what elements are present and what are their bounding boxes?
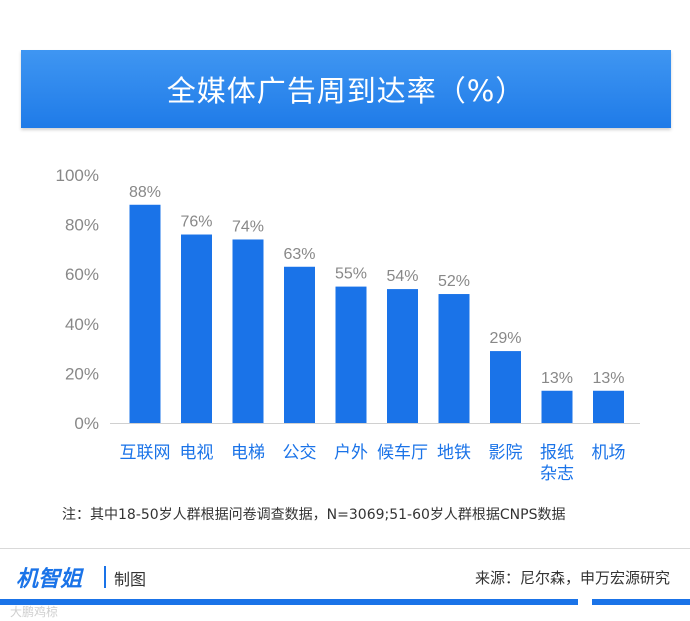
bar-chart: 0% 20% 40% 60% 80% 100% 88% 互联网 76% 电视 74% 电梯 63% 公交 5… [56, 166, 640, 484]
bar-value-label: 88% [129, 184, 161, 201]
bar-value-label: 52% [438, 273, 470, 290]
bar-value-label: 55% [335, 266, 367, 283]
y-tick-label: 100% [56, 166, 99, 185]
bar-value-label: 74% [232, 218, 264, 235]
x-category-label: 机场 [592, 443, 626, 463]
chart-note: 注：其中18-50岁人群根据问卷调查数据，N=3069;51-60岁人群根据CN… [62, 507, 566, 523]
brand-logo: 机智姐 [16, 567, 83, 592]
watermark: 大鹏鸡椋 [10, 605, 59, 619]
made-by-label: 制图 [114, 570, 147, 589]
chart-title-banner: 全媒体广告周到达率（%） [21, 50, 671, 128]
bar [541, 390, 573, 423]
bar-value-label: 13% [592, 370, 624, 387]
source-label: 来源：尼尔森，申万宏源研究 [474, 569, 670, 587]
x-category-label: 电视 [180, 443, 214, 463]
bar [490, 351, 521, 423]
x-category-label: 电梯 [231, 443, 265, 463]
y-tick-label: 80% [65, 216, 99, 235]
bar [438, 294, 470, 423]
x-category-label: 户外 [334, 443, 368, 463]
bar-value-label: 13% [541, 370, 573, 387]
y-tick-label: 60% [65, 265, 99, 284]
x-category-label: 影院 [489, 443, 523, 463]
y-tick-label: 20% [65, 364, 99, 383]
x-category-label: 互联网 [120, 443, 171, 463]
x-category-label: 候车厅 [377, 443, 428, 463]
bar [387, 289, 418, 423]
chart-title: 全媒体广告周到达率（%） [166, 74, 526, 108]
bar-value-label: 29% [489, 330, 521, 347]
x-category-label: 地铁 [437, 443, 471, 463]
logo-divider [104, 566, 106, 588]
footer-divider [0, 548, 690, 549]
y-tick-label: 0% [74, 414, 99, 433]
bar [335, 286, 367, 423]
bar [593, 390, 624, 423]
x-category-label: 报纸 [540, 443, 574, 463]
bar [129, 204, 161, 423]
bar-value-label: 63% [283, 246, 315, 263]
bar [181, 234, 212, 423]
footer-bar-left [0, 599, 578, 605]
footer-bar-right [592, 599, 690, 605]
bar-value-label: 76% [180, 214, 212, 231]
bar [232, 239, 264, 423]
bar [284, 266, 315, 423]
y-tick-label: 40% [65, 315, 99, 334]
x-category-label: 公交 [283, 443, 317, 463]
bar-value-label: 54% [386, 268, 418, 285]
x-category-label: 杂志 [540, 464, 574, 484]
